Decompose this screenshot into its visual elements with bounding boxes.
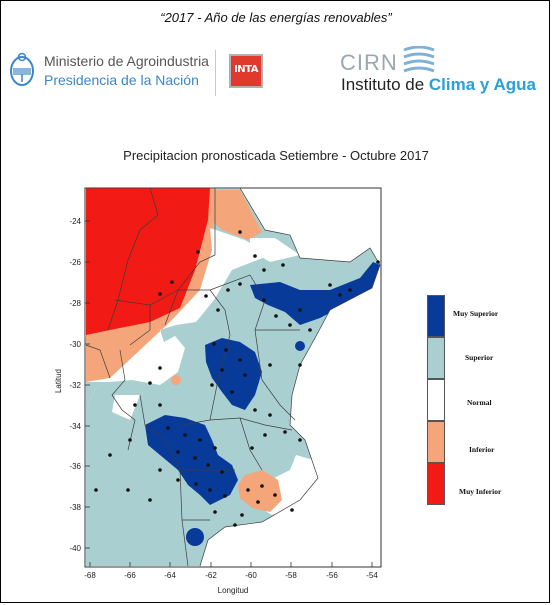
y-tick-label: -32: [69, 381, 81, 390]
header-divider: [215, 50, 216, 96]
cirn-abbreviation: CIRN: [340, 50, 398, 75]
region-muy-superior-south: [145, 415, 238, 505]
precipitation-map: -24 -26 -28 -30 -32 -34 -36 -38 -40 -68 …: [54, 187, 382, 595]
motto-text: “2017 - Año de las energías renovables”: [160, 10, 392, 25]
presidencia-name: Presidencia de la Nación: [44, 72, 199, 88]
region-normal-north: [250, 238, 300, 262]
x-axis-ticks: [89, 562, 373, 567]
legend-swatch-muy-inferior: [427, 463, 445, 505]
x-tick-label: -62: [205, 571, 217, 580]
y-tick-label: -26: [69, 258, 81, 267]
y-axis-ticks: [85, 220, 90, 549]
y-tick-label: -40: [69, 544, 81, 553]
legend-label: Normal: [467, 398, 492, 407]
x-axis-title: Longitud: [218, 586, 249, 595]
y-tick-label: -38: [69, 503, 81, 512]
y-tick-label: -34: [69, 422, 81, 431]
legend-label: Inferior: [469, 445, 495, 454]
map-title: Precipitacion pronosticada Setiembre - O…: [123, 148, 429, 163]
x-tick-label: -60: [245, 571, 257, 580]
station-points: [94, 230, 380, 527]
y-tick-label: -28: [69, 299, 81, 308]
region-muy-superior-southwest: [186, 528, 204, 546]
region-normal-west: [86, 228, 270, 410]
region-muy-inferior: [86, 188, 210, 335]
y-axis-title: Latitud: [54, 369, 63, 393]
legend-swatch-superior: [427, 337, 445, 379]
ministerio-logo: Ministerio de Agroindustria Presidencia …: [8, 46, 223, 98]
y-axis-labels: -24 -26 -28 -30 -32 -34 -36 -38 -40: [69, 217, 81, 553]
region-muy-superior-center: [205, 338, 262, 410]
legend: Muy Superior Superior Normal Inferior Mu…: [427, 295, 537, 507]
legend-swatch-normal: [427, 379, 445, 421]
x-tick-label: -56: [326, 571, 338, 580]
region-normal-center: [112, 395, 140, 420]
y-tick-label: -30: [69, 340, 81, 349]
x-tick-label: -64: [164, 571, 176, 580]
legend-swatch-inferior: [427, 421, 445, 463]
x-tick-label: -66: [124, 571, 136, 580]
cirn-institute-name: Instituto de Clima y Agua: [341, 75, 536, 94]
region-muy-superior-small: [295, 341, 305, 351]
inta-logo: INTA: [229, 54, 263, 88]
legend-label: Superior: [465, 353, 494, 362]
y-tick-label: -24: [69, 217, 81, 226]
region-inferior-north: [200, 190, 262, 240]
legend-label: Muy Inferior: [459, 487, 502, 496]
x-axis-labels: -68 -66 -64 -62 -60 -58 -56 -54: [84, 571, 378, 580]
x-tick-label: -54: [366, 571, 378, 580]
cirn-waves-icon: [403, 46, 435, 73]
y-tick-label: -36: [69, 462, 81, 471]
region-inferior-southeast: [238, 470, 282, 512]
region-superior-sw: [86, 382, 110, 410]
x-tick-label: -68: [84, 571, 96, 580]
argentina-shield-icon: [10, 52, 34, 86]
legend-swatch-muy-superior: [427, 295, 445, 337]
region-muy-superior-northeast: [250, 262, 380, 325]
x-tick-label: -58: [285, 571, 297, 580]
legend-label: Muy Superior: [453, 309, 499, 318]
region-inferior-small: [171, 375, 181, 385]
ministerio-name: Ministerio de Agroindustria: [44, 53, 209, 69]
